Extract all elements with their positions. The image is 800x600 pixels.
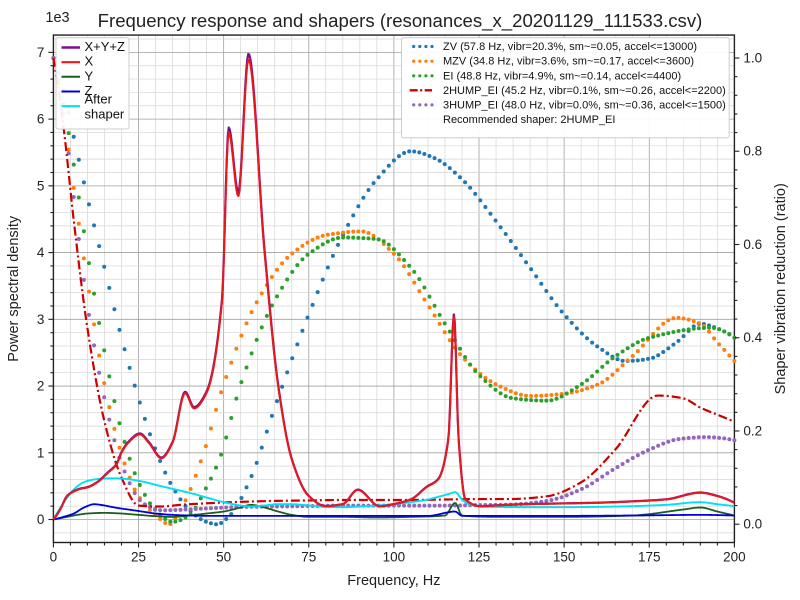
svg-text:Frequency, Hz: Frequency, Hz — [347, 573, 440, 589]
svg-text:1: 1 — [37, 445, 45, 460]
svg-text:150: 150 — [553, 550, 576, 565]
svg-text:5: 5 — [37, 178, 45, 193]
svg-text:Frequency response and shapers: Frequency response and shapers (resonanc… — [98, 10, 703, 32]
svg-text:200: 200 — [723, 550, 746, 565]
svg-text:50: 50 — [216, 550, 231, 565]
svg-text:0.8: 0.8 — [743, 144, 762, 159]
svg-text:Power spectral density: Power spectral density — [6, 215, 22, 362]
svg-text:0.2: 0.2 — [743, 423, 762, 438]
svg-text:Shaper vibration reduction (ra: Shaper vibration reduction (ratio) — [773, 183, 789, 394]
svg-text:6: 6 — [37, 112, 45, 127]
svg-text:25: 25 — [131, 550, 146, 565]
svg-text:1.0: 1.0 — [743, 50, 762, 65]
svg-text:4: 4 — [37, 245, 45, 260]
svg-text:0.4: 0.4 — [743, 330, 762, 345]
svg-text:X: X — [85, 54, 94, 69]
svg-text:3: 3 — [37, 312, 45, 327]
svg-text:EI (48.8 Hz, vibr=4.9%, sm~=0.: EI (48.8 Hz, vibr=4.9%, sm~=0.14, accel<… — [443, 70, 681, 82]
svg-text:100: 100 — [383, 550, 406, 565]
svg-text:1e3: 1e3 — [45, 10, 69, 26]
svg-text:Y: Y — [85, 68, 94, 83]
svg-text:0.0: 0.0 — [743, 517, 762, 532]
svg-text:shaper: shaper — [85, 107, 125, 122]
svg-text:ZV (57.8 Hz, vibr=20.3%, sm~=0: ZV (57.8 Hz, vibr=20.3%, sm~=0.05, accel… — [443, 41, 697, 53]
svg-text:75: 75 — [301, 550, 316, 565]
svg-text:2: 2 — [37, 379, 45, 394]
svg-text:0: 0 — [37, 512, 45, 527]
svg-text:Recommended shaper: 2HUMP_EI: Recommended shaper: 2HUMP_EI — [443, 114, 615, 126]
svg-text:0.6: 0.6 — [743, 237, 762, 252]
svg-text:0: 0 — [50, 550, 58, 565]
svg-text:2HUMP_EI (45.2 Hz, vibr=0.1%,: 2HUMP_EI (45.2 Hz, vibr=0.1%, sm~=0.26, … — [443, 85, 726, 97]
svg-text:7: 7 — [37, 45, 45, 60]
svg-text:3HUMP_EI (48.0 Hz, vibr=0.0%,: 3HUMP_EI (48.0 Hz, vibr=0.0%, sm~=0.36, … — [443, 99, 726, 111]
svg-text:X+Y+Z: X+Y+Z — [85, 39, 126, 54]
svg-text:175: 175 — [638, 550, 661, 565]
svg-text:125: 125 — [468, 550, 491, 565]
svg-text:After: After — [85, 92, 113, 107]
svg-text:MZV (34.8 Hz, vibr=3.6%, sm~=0: MZV (34.8 Hz, vibr=3.6%, sm~=0.17, accel… — [443, 56, 694, 68]
